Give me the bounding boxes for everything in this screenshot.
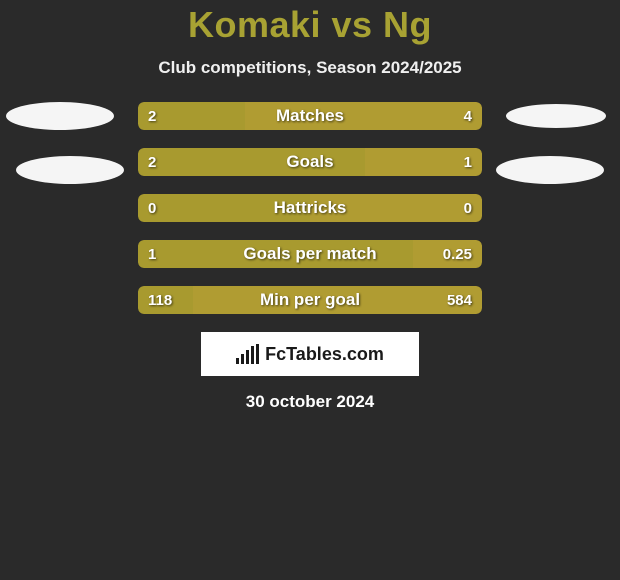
bar-label: Min per goal bbox=[138, 286, 482, 314]
comparison-card: Komaki vs Ng Club competitions, Season 2… bbox=[0, 0, 620, 412]
branding-text: FcTables.com bbox=[265, 344, 384, 365]
stat-bar: 118584Min per goal bbox=[138, 286, 482, 314]
stat-bar: 10.25Goals per match bbox=[138, 240, 482, 268]
stat-bars: 24Matches 21Goals 00Hattricks 10.25Goals pe… bbox=[138, 102, 482, 314]
player-left-avatar-1 bbox=[6, 102, 114, 130]
bar-label: Goals per match bbox=[138, 240, 482, 268]
stat-bar: 21Goals bbox=[138, 148, 482, 176]
player-right-avatar-2 bbox=[496, 156, 604, 184]
subtitle: Club competitions, Season 2024/2025 bbox=[0, 58, 620, 78]
bar-label: Hattricks bbox=[138, 194, 482, 222]
bar-chart-icon bbox=[236, 344, 259, 364]
stat-bar: 00Hattricks bbox=[138, 194, 482, 222]
player-left-avatar-2 bbox=[16, 156, 124, 184]
branding-badge: FcTables.com bbox=[201, 332, 419, 376]
bar-label: Goals bbox=[138, 148, 482, 176]
date-label: 30 october 2024 bbox=[0, 392, 620, 412]
bar-label: Matches bbox=[138, 102, 482, 130]
stats-area: 24Matches 21Goals 00Hattricks 10.25Goals pe… bbox=[0, 102, 620, 314]
page-title: Komaki vs Ng bbox=[0, 4, 620, 46]
player-right-avatar-1 bbox=[506, 104, 606, 128]
stat-bar: 24Matches bbox=[138, 102, 482, 130]
